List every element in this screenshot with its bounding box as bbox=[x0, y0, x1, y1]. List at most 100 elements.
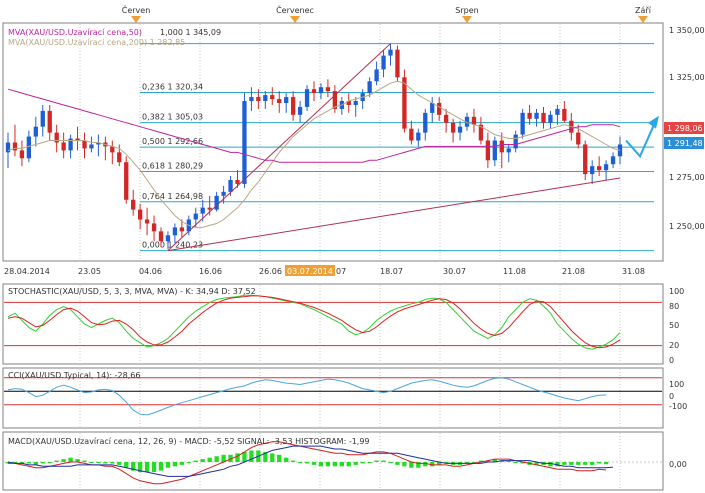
macd-hist-bar bbox=[311, 462, 317, 465]
date-tick: 11.08 bbox=[503, 267, 526, 276]
candle-body bbox=[151, 223, 157, 232]
stoch-k-line bbox=[7, 294, 621, 350]
macd-hist-bar bbox=[485, 460, 491, 462]
candle-body bbox=[464, 116, 470, 127]
candle-body bbox=[443, 114, 449, 123]
macd-hist-bar bbox=[562, 462, 567, 465]
candle-body bbox=[374, 69, 379, 82]
candle-body bbox=[506, 148, 511, 153]
candle-body bbox=[117, 152, 122, 163]
candle-body bbox=[61, 142, 66, 151]
macd-hist-bar bbox=[569, 462, 574, 465]
month-label-jul: Červenec bbox=[276, 4, 314, 15]
cci-tick: -100 bbox=[669, 402, 687, 411]
ma200-line bbox=[7, 88, 621, 163]
candle-body bbox=[388, 49, 393, 56]
candle-body bbox=[165, 235, 171, 242]
candle-body bbox=[200, 207, 205, 214]
date-axis: 28.04.2014 23.05 04.06 16.06 26.06 03.07… bbox=[4, 265, 645, 276]
signal-line bbox=[7, 445, 614, 477]
macd-hist-bar bbox=[186, 462, 191, 463]
candle-body bbox=[172, 227, 178, 236]
macd-hist-bar bbox=[374, 460, 379, 462]
stoch-tick: 0 bbox=[669, 356, 674, 365]
macd-hist-bar bbox=[464, 462, 470, 464]
current-price-red: 1 298,06 bbox=[664, 122, 704, 134]
candle-body bbox=[270, 95, 275, 100]
candle-body bbox=[40, 110, 45, 127]
candle-body bbox=[158, 231, 164, 242]
macd-hist-bar bbox=[165, 462, 171, 468]
candle-body bbox=[437, 102, 442, 115]
candle-body bbox=[395, 49, 400, 78]
macd-hist-bar bbox=[492, 459, 497, 462]
candle-body bbox=[541, 112, 546, 123]
price-tick: 1 250,00 bbox=[669, 222, 705, 231]
month-marker-sep[interactable] bbox=[638, 16, 648, 23]
fib-level-label: 0,500 1 292,66 bbox=[142, 137, 203, 146]
price-tick: 1 275,00 bbox=[669, 173, 705, 182]
macd-hist-bar bbox=[103, 462, 108, 464]
macd-hist-bar bbox=[353, 462, 358, 465]
candle-body bbox=[5, 142, 11, 153]
macd-hist-bar bbox=[360, 462, 365, 464]
candle-body bbox=[68, 138, 73, 151]
candle-body bbox=[249, 97, 254, 102]
cci-axis: 100 0 -100 bbox=[669, 380, 687, 411]
macd-hist-bar bbox=[124, 462, 129, 468]
month-marker-aug[interactable] bbox=[462, 16, 472, 23]
macd-hist-bar bbox=[437, 462, 442, 465]
date-tick: 04.06 bbox=[139, 267, 162, 276]
macd-hist-bar bbox=[325, 462, 331, 467]
macd-tick: 0,00 bbox=[669, 460, 687, 469]
highlight-date-box[interactable] bbox=[285, 265, 335, 276]
price-tick: 1 350,00 bbox=[669, 26, 705, 35]
candle-body bbox=[423, 112, 428, 133]
month-marker-jul[interactable] bbox=[290, 16, 300, 23]
candle-body bbox=[131, 199, 136, 210]
candle-body bbox=[75, 138, 80, 141]
candle-body bbox=[527, 112, 532, 119]
macd-hist-bar bbox=[12, 462, 18, 463]
macd-hist-bar bbox=[318, 462, 324, 467]
macd-hist-bar bbox=[117, 462, 122, 465]
macd-hist-bar bbox=[576, 462, 581, 465]
date-tick: 28.04.2014 bbox=[4, 267, 50, 276]
macd-hist-bar bbox=[596, 462, 602, 464]
candle-body bbox=[297, 106, 303, 115]
macd-hist-bar bbox=[33, 462, 38, 465]
candle-body bbox=[110, 146, 115, 153]
macd-hist-bar bbox=[506, 460, 511, 462]
candle-body bbox=[416, 132, 421, 141]
candle-body bbox=[513, 134, 518, 149]
macd-hist-bar bbox=[110, 462, 115, 464]
stoch-levels bbox=[4, 301, 662, 347]
macd-hist-bar bbox=[200, 459, 205, 462]
fib-level-label: 0,382 1 305,03 bbox=[142, 113, 203, 122]
candle-body bbox=[402, 77, 407, 129]
main-panel-frame bbox=[2, 22, 664, 262]
macd-hist-bar bbox=[207, 457, 212, 462]
macd-hist-bar bbox=[534, 462, 539, 465]
month-marker-jun[interactable] bbox=[131, 16, 141, 23]
candle-body bbox=[277, 99, 282, 103]
candle-body bbox=[96, 142, 101, 145]
candle-body bbox=[124, 162, 129, 200]
macd-hist-bar bbox=[137, 462, 143, 473]
candle-body bbox=[381, 55, 386, 70]
price-tick: 1 325,00 bbox=[669, 73, 705, 82]
macd-hist-bar bbox=[193, 460, 198, 462]
macd-hist-bar bbox=[304, 462, 310, 464]
month-label-jun: Červen bbox=[122, 4, 151, 15]
macd-hist-bar bbox=[263, 451, 268, 462]
candle-body bbox=[221, 191, 226, 196]
candle-body bbox=[583, 144, 588, 175]
cci-line bbox=[7, 377, 607, 416]
candle-body bbox=[207, 207, 212, 210]
candle-body bbox=[144, 219, 150, 224]
candle-body bbox=[610, 156, 616, 165]
fibonacci-levels: 0,236 1 320,34 0,382 1 305,03 0,500 1 292,… bbox=[140, 43, 654, 252]
month-label-sep: Září bbox=[635, 6, 652, 15]
macd-hist-bar bbox=[235, 453, 240, 462]
